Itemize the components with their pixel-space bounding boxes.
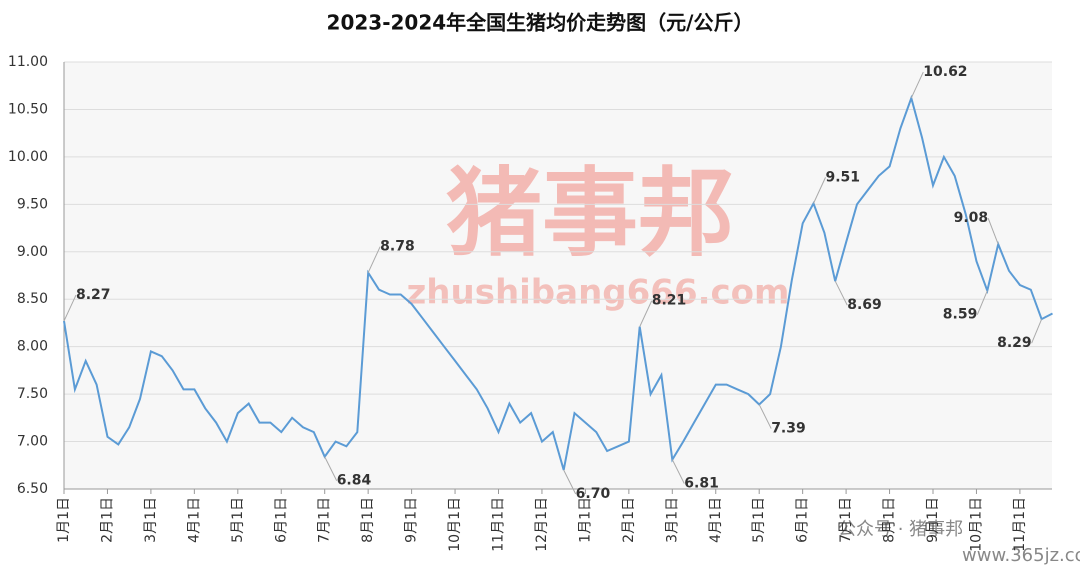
x-tick-label: 11月1日 [491, 497, 507, 552]
x-tick-label: 6月1日 [795, 497, 811, 543]
leader-line [758, 404, 772, 429]
chart-title: 2023-2024年全国生猪均价走势图（元/公斤） [327, 11, 754, 35]
x-tick-label: 8月1日 [360, 497, 376, 543]
data-label: 8.69 [847, 297, 882, 313]
watermark: 猪事邦 [446, 157, 734, 269]
x-tick-label: 4月1日 [708, 497, 724, 543]
y-tick-label: 8.00 [17, 339, 48, 355]
data-label: 8.78 [380, 239, 415, 255]
footer-site: www.365jz.com [962, 545, 1080, 566]
y-tick-label: 9.00 [17, 244, 48, 260]
leader-line [367, 246, 381, 273]
plot-area [64, 62, 1052, 489]
y-tick-label: 10.00 [8, 149, 48, 165]
y-tick-label: 9.50 [17, 196, 48, 212]
x-tick-label: 11月1日 [1012, 497, 1028, 552]
data-label: 8.59 [943, 307, 978, 323]
data-label: 6.81 [684, 476, 719, 492]
x-tick-label: 10月1日 [968, 497, 984, 552]
leader-line [671, 459, 685, 484]
data-label: 8.27 [76, 287, 111, 303]
leader-line [1031, 318, 1043, 344]
leader-line [324, 456, 338, 481]
leader-line [639, 300, 653, 327]
y-tick-label: 10.50 [8, 101, 48, 117]
leader-line [63, 294, 77, 322]
x-tick-label: 7月1日 [838, 497, 854, 543]
x-tick-label: 1月1日 [56, 497, 72, 543]
x-tick-label: 2月1日 [621, 497, 637, 543]
y-tick-label: 7.00 [17, 434, 48, 450]
x-tick-label: 9月1日 [925, 497, 941, 543]
data-label: 9.08 [954, 210, 989, 226]
x-tick-label: 12月1日 [534, 497, 550, 552]
footer-account: 公众号 · 猪事邦 [838, 519, 963, 540]
x-tick-label: 3月1日 [143, 497, 159, 543]
data-label: 9.51 [826, 169, 861, 185]
x-tick-label: 9月1日 [404, 497, 420, 543]
y-tick-label: 6.50 [17, 481, 48, 497]
y-tick-label: 11.00 [8, 54, 48, 70]
leader-line [910, 71, 924, 99]
y-tick-label: 8.50 [17, 291, 48, 307]
data-label: 8.21 [652, 293, 687, 309]
leader-line [976, 290, 988, 315]
leader-line [813, 177, 826, 204]
x-tick-label: 8月1日 [882, 497, 898, 543]
leader-line [834, 280, 848, 306]
leader-line [987, 218, 999, 245]
x-tick-label: 7月1日 [317, 497, 333, 543]
x-tick-label: 4月1日 [186, 497, 202, 543]
data-label: 10.62 [923, 64, 967, 80]
x-tick-label: 5月1日 [230, 497, 246, 543]
data-label: 6.70 [576, 486, 611, 502]
x-tick-label: 1月1日 [577, 497, 593, 543]
y-tick-label: 7.50 [17, 386, 48, 402]
price-line [63, 94, 1053, 471]
data-label: 8.29 [997, 335, 1032, 351]
leader-line [563, 469, 577, 495]
x-tick-label: 3月1日 [664, 497, 680, 543]
x-tick-label: 5月1日 [751, 497, 767, 543]
data-label: 7.39 [771, 421, 806, 437]
x-tick-label: 6月1日 [273, 497, 289, 543]
watermark-url: zhushibang666.com [407, 273, 790, 313]
x-tick-label: 10月1日 [447, 497, 463, 552]
x-tick-label: 2月1日 [99, 497, 115, 543]
data-label: 6.84 [337, 473, 372, 489]
